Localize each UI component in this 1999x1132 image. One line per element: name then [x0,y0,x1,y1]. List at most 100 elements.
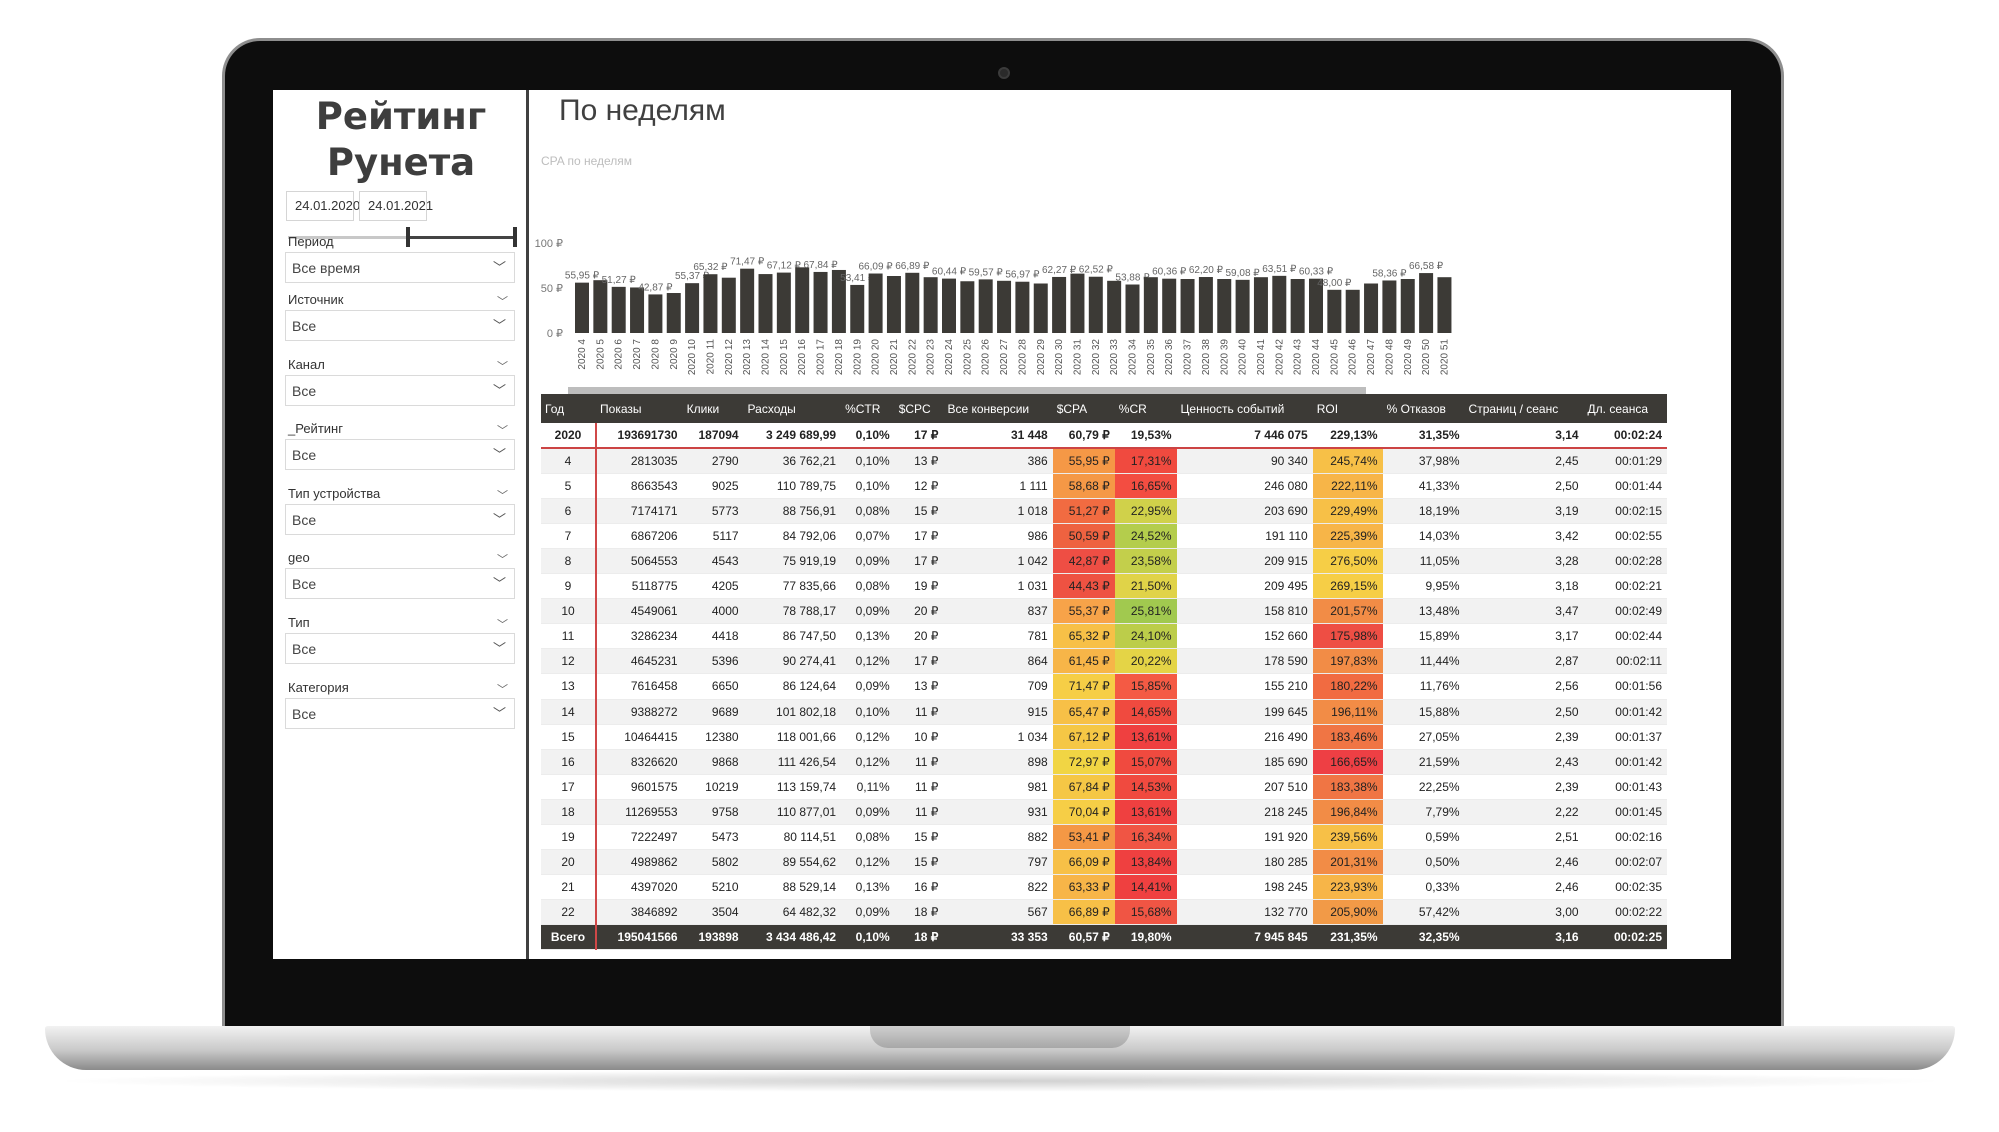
table-cell: 2813035 [596,448,683,474]
chevron-down-icon[interactable]: ﹀ [497,490,508,502]
chevron-down-icon[interactable]: ﹀ [497,619,508,631]
column-header[interactable]: ROI [1312,394,1383,423]
filter-label: Канал [288,357,325,372]
table-row[interactable]: 20 4989862 5802 89 554,62 0,12% 15 ₽797 66,09 … [541,849,1667,876]
bar-data-label: 65,32 ₽ [693,262,728,273]
filter-dropdown[interactable]: Все ﹀ [285,698,515,729]
table-row[interactable]: 11 3286234 4418 86 747,50 0,13% 20 ₽781 65,32 … [541,623,1667,650]
filter-dropdown[interactable]: Все ﹀ [285,568,515,599]
brand-line-1: Рейтинг [315,95,487,138]
column-header[interactable]: Дл. сеанса [1583,394,1667,423]
filter-value: Все [292,512,317,528]
table-row[interactable]: 6 7174171 5773 88 756,91 0,08% 15 ₽1 018 51,27… [541,498,1667,524]
table-row[interactable]: 4 2813035 2790 36 762,21 0,10% 13 ₽386 55,95 ₽… [541,448,1667,474]
filter-label: Тип устройства [288,486,381,501]
table-row[interactable]: 13 7616458 6650 86 124,64 0,09% 13 ₽709 71,47 … [541,673,1667,700]
table-cell: 207 510 [1176,774,1313,800]
table-row[interactable]: 22 3846892 3504 64 482,32 0,09% 18 ₽567 66,89 … [541,899,1667,926]
bar-data-label: 62,27 ₽ [1042,265,1077,276]
table-cell: 8326620 [596,749,683,775]
table-row[interactable]: 15 10464415 12380 118 001,66 0,12% 10 ₽1 034 6… [541,724,1667,750]
chevron-down-icon[interactable]: ﹀ [497,296,508,308]
column-header[interactable]: $CPC [894,394,944,423]
column-header[interactable]: Страниц / сеанс [1464,394,1584,423]
table-cell: 180 285 [1176,849,1313,876]
table-cell: 5118775 [596,573,683,600]
table-row[interactable]: 19 7222497 5473 80 114,51 0,08% 15 ₽882 53,41 … [541,824,1667,851]
table-cell: 00:01:29 [1583,448,1667,474]
table-row[interactable]: 18 11269553 9758 110 877,01 0,09% 11 ₽931 70,0… [541,799,1667,826]
filter-dropdown[interactable]: Все ﹀ [285,375,515,406]
start-date-input[interactable]: 24.01.2020 [286,191,360,221]
filter-dropdown[interactable]: Все ﹀ [285,439,515,470]
end-date-input[interactable]: 24.01.2021 [359,191,433,221]
column-header[interactable]: %CR [1114,394,1177,423]
bar [648,294,663,333]
x-tick-label: 2020 25 [962,339,973,376]
table-cell: 66,89 ₽ [1052,899,1115,926]
column-header[interactable]: Все конверсии [943,394,1053,423]
table-cell: 15,89% [1382,623,1465,650]
chart-scrollbar [568,387,1366,395]
column-header[interactable]: $CPA [1052,394,1115,423]
x-tick-label: 2020 23 [926,339,937,376]
table-row[interactable]: 5 8663543 9025 110 789,75 0,10% 12 ₽1 111 58,6… [541,473,1667,499]
column-header[interactable]: % Отказов [1382,394,1465,423]
table-row[interactable]: 17 9601575 10219 113 159,74 0,11% 11 ₽981 67,8… [541,774,1667,800]
table-cell: 239,56% [1312,824,1383,851]
date-slider-handle-start[interactable] [406,227,410,247]
chevron-down-icon[interactable]: ﹀ [497,425,508,437]
table-cell: 205,90% [1312,899,1383,926]
table-row[interactable]: 10 4549061 4000 78 788,17 0,09% 20 ₽837 55,37 … [541,598,1667,625]
table-cell: 152 660 [1176,623,1313,650]
filter-dropdown[interactable]: Все ﹀ [285,504,515,535]
bar [630,287,645,333]
table-cell: 986 [943,523,1053,549]
date-slider-handle-end[interactable] [513,227,517,247]
table-cell: 0,09% [841,673,895,700]
column-header[interactable]: Показы [596,394,683,423]
table-cell: 33 353 [943,924,1053,951]
table-group-row[interactable]: 2020 193691730 187094 3 249 689,99 0,10% 17 ₽… [541,423,1667,450]
x-tick-label: 2020 26 [981,339,992,376]
chevron-down-icon[interactable]: ﹀ [497,361,508,373]
table-row[interactable]: 9 5118775 4205 77 835,66 0,08% 19 ₽1 031 44,43… [541,573,1667,600]
table-cell: 5396 [682,648,744,675]
table-cell: 65,32 ₽ [1052,623,1115,650]
table-cell: 10464415 [596,724,683,750]
bar [1345,289,1360,333]
table-total-row[interactable]: Всего 195041566 193898 3 434 486,42 0,10% 18 … [541,924,1667,951]
filter-dropdown[interactable]: Все ﹀ [285,310,515,341]
column-header[interactable]: Ценность событий [1176,394,1313,423]
column-header[interactable]: %CTR [841,394,895,423]
table-cell: 8 [541,548,598,575]
table-cell: 218 245 [1176,799,1313,826]
table-cell: 245,74% [1312,448,1383,474]
column-header[interactable]: Год [541,394,597,423]
filter-dropdown[interactable]: Все время ﹀ [285,252,515,283]
table-cell: 0,12% [841,648,895,675]
chevron-down-icon[interactable]: ﹀ [497,684,508,696]
table-row[interactable]: 7 6867206 5117 84 792,06 0,07% 17 ₽986 50,59 ₽… [541,523,1667,549]
table-cell: 17 ₽ [894,548,944,575]
table-cell: 3 249 689,99 [743,423,842,450]
table-row[interactable]: 16 8326620 9868 111 426,54 0,12% 11 ₽898 72,97… [541,749,1667,775]
table-cell: 4397020 [596,874,683,901]
table-row[interactable]: 21 4397020 5210 88 529,14 0,13% 16 ₽822 63,33 … [541,874,1667,901]
table-row[interactable]: 8 5064553 4543 75 919,19 0,09% 17 ₽1 042 42,87… [541,548,1667,575]
filter-dropdown[interactable]: Все ﹀ [285,633,515,664]
table-cell: 22,25% [1382,774,1465,800]
x-tick-label: 2020 49 [1403,339,1414,376]
table-row[interactable]: 14 9388272 9689 101 802,18 0,10% 11 ₽915 65,47… [541,699,1667,725]
table-cell: 0,08% [841,498,895,524]
column-header[interactable]: Расходы [743,394,842,423]
bar [997,280,1012,333]
table-cell: 42,87 ₽ [1052,548,1115,575]
chevron-down-icon[interactable]: ﹀ [497,554,508,566]
table-cell: 14,65% [1114,699,1177,725]
table-cell: 84 792,06 [743,523,842,549]
column-header[interactable]: Клики [682,394,744,423]
table-row[interactable]: 12 4645231 5396 90 274,41 0,12% 17 ₽864 61,45 … [541,648,1667,675]
date-slider-track[interactable] [288,236,515,239]
table-cell: 3,16 [1464,924,1584,951]
